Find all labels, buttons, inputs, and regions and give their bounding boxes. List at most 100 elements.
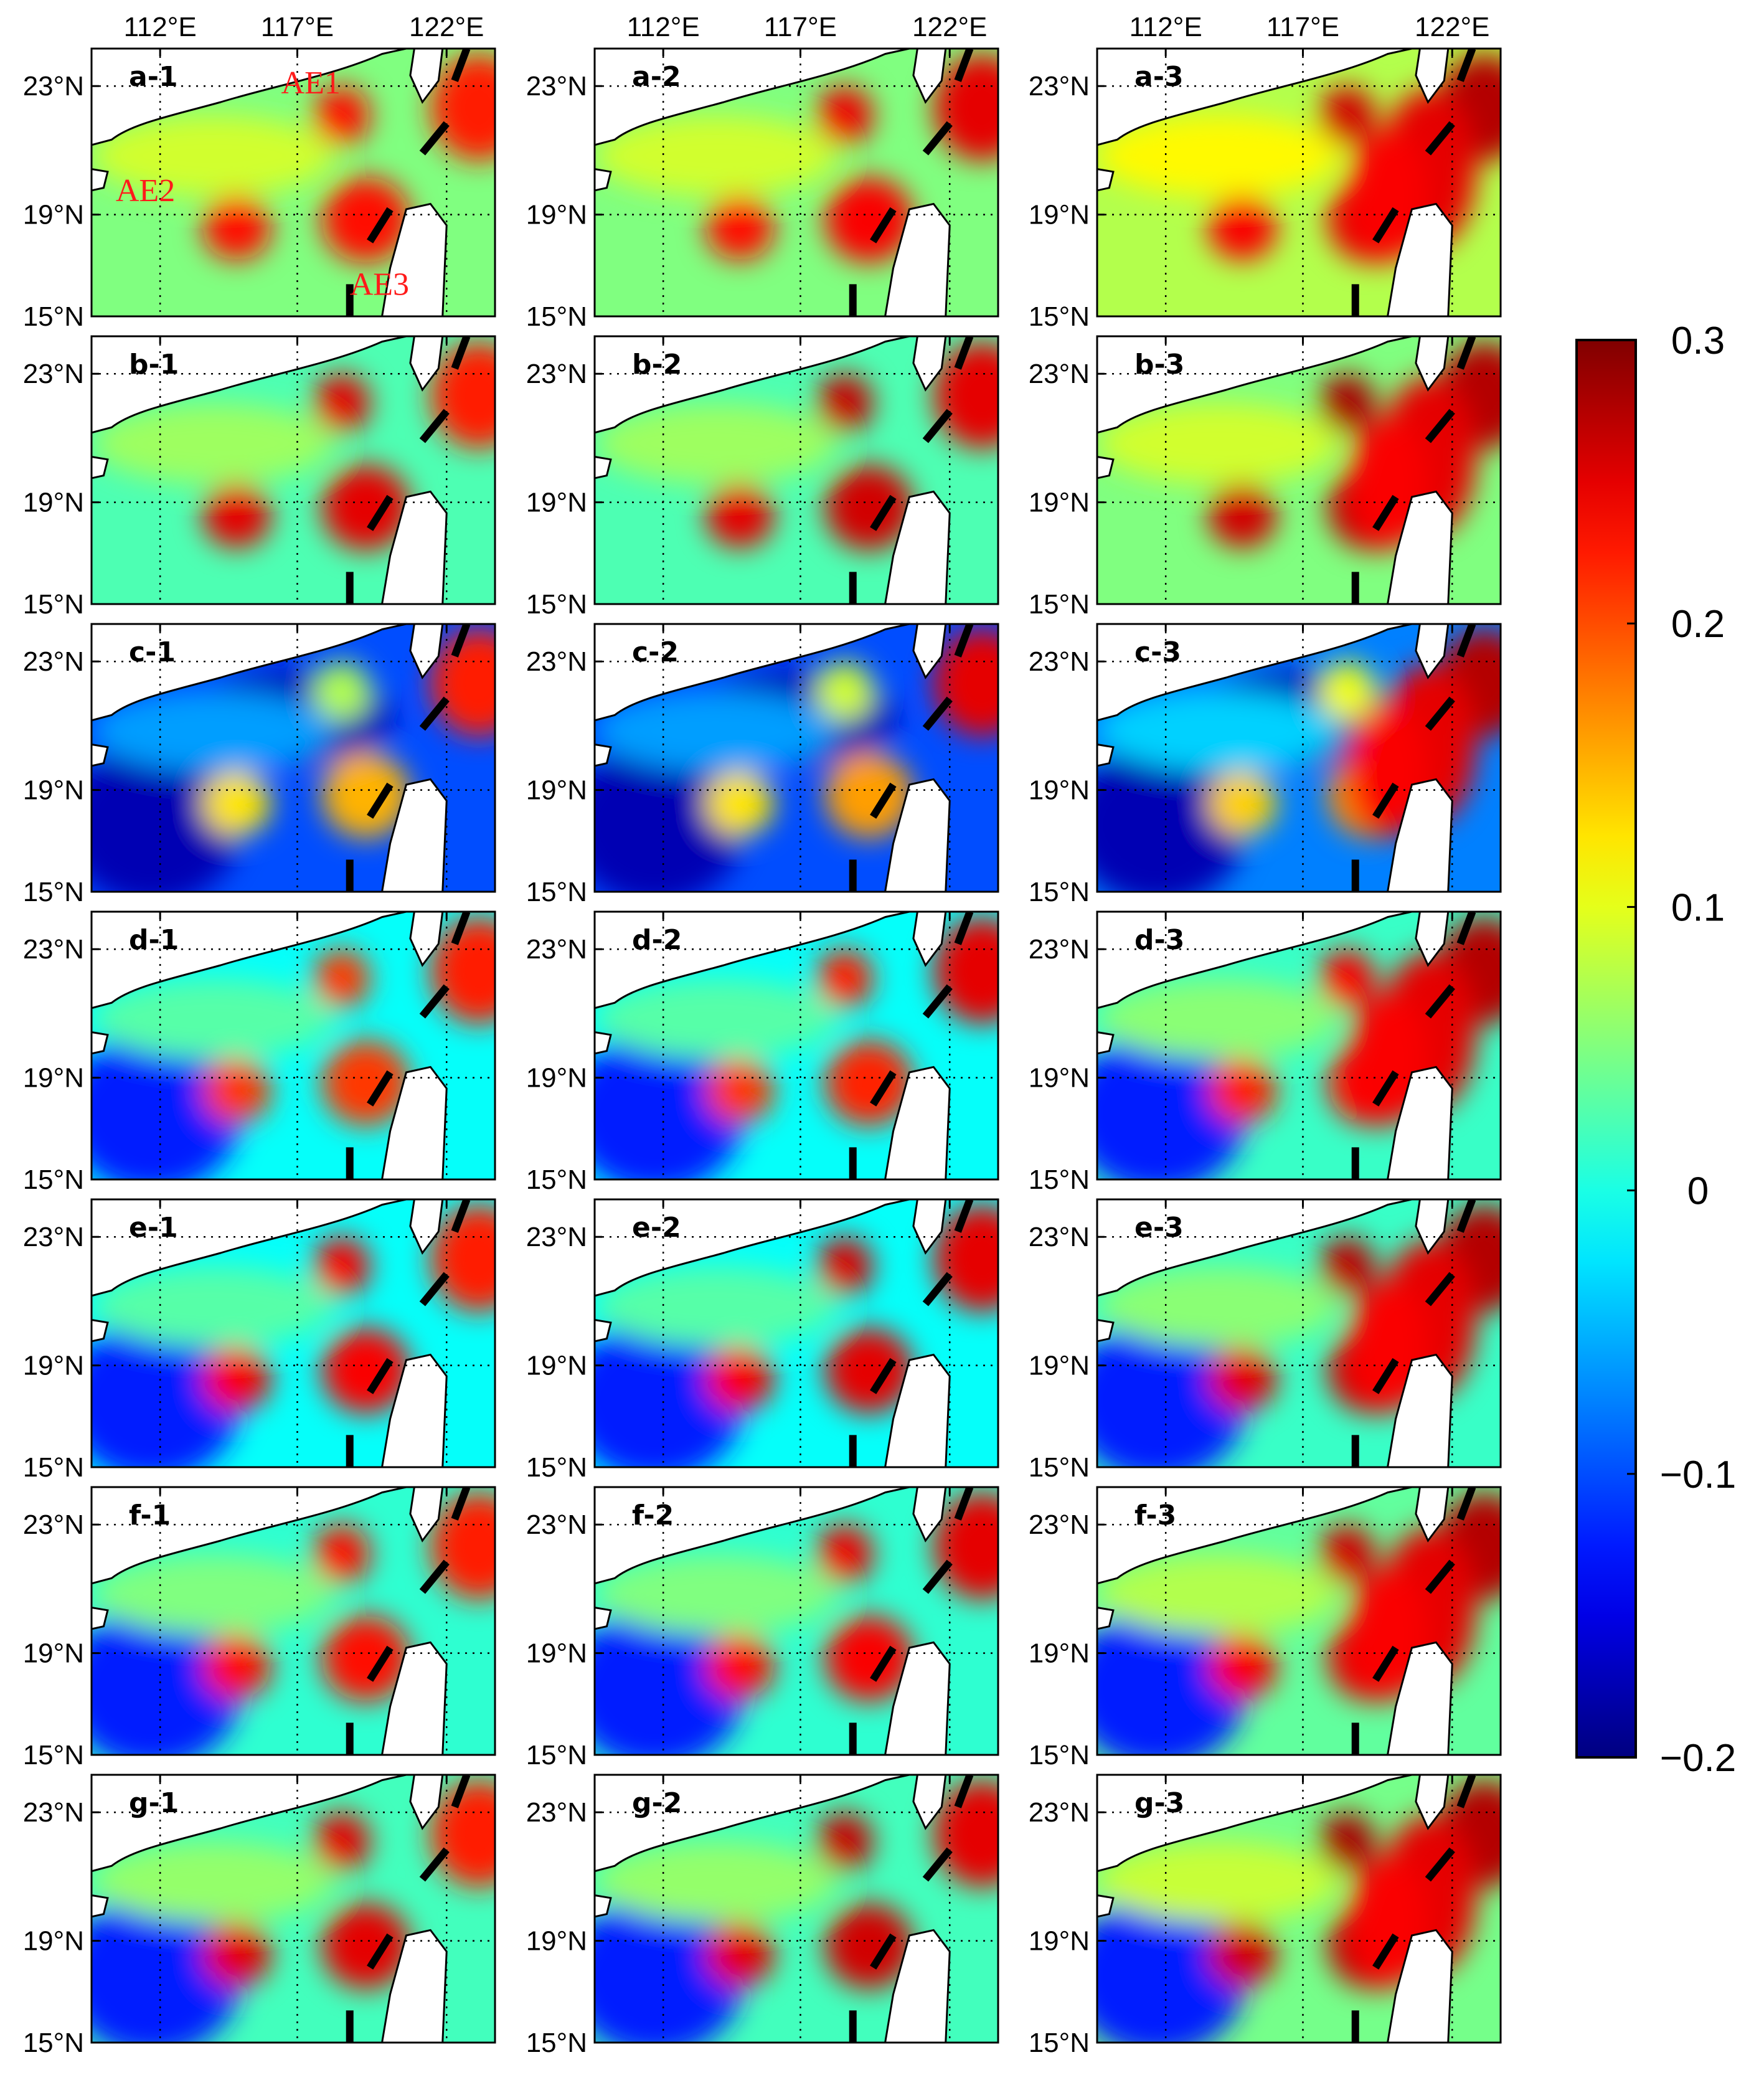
eddy-anomaly: [202, 1922, 271, 1987]
hainan-landmass: [595, 1894, 612, 1918]
map-panel-f-2: f-2: [593, 1486, 999, 1756]
hainan-landmass: [595, 1606, 612, 1630]
lat-tick-label: 19°N: [526, 1351, 587, 1381]
map-panel-c-3: c-3: [1096, 623, 1502, 893]
dashed-section-line: [367, 1358, 394, 1394]
lat-tick-label: 23°N: [526, 1222, 587, 1252]
dashed-section-line: [870, 494, 897, 531]
eddy-anomaly: [824, 752, 913, 838]
eddy-anomaly: [321, 1328, 410, 1414]
eddy-anomaly: [705, 1634, 775, 1699]
lat-tick-label: 23°N: [526, 1797, 587, 1828]
eddy-anomaly: [1208, 483, 1277, 548]
lat-tick-label: 15°N: [1029, 1740, 1090, 1770]
dashed-section-line: [870, 1358, 897, 1394]
lat-tick-label: 15°N: [1029, 589, 1090, 620]
taiwan-landmass: [912, 1199, 947, 1255]
eddy-anomaly: [313, 1237, 370, 1296]
colorbar-tick-label: 0.1: [1671, 886, 1725, 929]
lat-tick-label: 23°N: [1029, 646, 1090, 677]
lat-tick-label: 19°N: [23, 1638, 84, 1669]
dashed-section-line: [870, 782, 897, 819]
taiwan-landmass: [1415, 1487, 1450, 1543]
lon-tick-label: 117°E: [261, 12, 334, 42]
lat-tick-label: 19°N: [1029, 775, 1090, 806]
field-band: [1097, 978, 1339, 1059]
dashed-section-line: [419, 1272, 450, 1307]
colorbar-tick-label: −0.1: [1660, 1453, 1736, 1496]
eddy-anomaly: [933, 629, 998, 737]
dashed-section-line: [451, 1199, 471, 1233]
field-band: [92, 1554, 334, 1635]
field-band: [595, 1841, 837, 1922]
eddy-anomaly: [1319, 374, 1376, 433]
lat-tick-label: 15°N: [23, 589, 84, 620]
luzon-landmass: [1387, 778, 1453, 892]
panel-label: d-2: [632, 924, 682, 956]
eddy-anomaly: [321, 177, 410, 263]
map-panel-f-3: f-3: [1096, 1486, 1502, 1756]
lat-tick-label: 23°N: [23, 1510, 84, 1540]
taiwan-landmass: [912, 1775, 947, 1830]
china-landmass: [595, 1199, 910, 1297]
panel-label: b-2: [632, 349, 682, 380]
map-panel-c-2: c-2: [593, 623, 999, 893]
panel-label: e-3: [1134, 1212, 1184, 1244]
lat-tick-label: 15°N: [1029, 877, 1090, 907]
panel-frame: [593, 1198, 999, 1468]
hainan-landmass: [92, 455, 109, 480]
panel-label: g-1: [129, 1787, 179, 1819]
map-panel-d-1: d-1: [90, 910, 496, 1181]
china-landmass: [1097, 912, 1412, 1009]
map-panel-e-1: e-1: [90, 1198, 496, 1468]
eddy-anomaly: [430, 1492, 495, 1600]
lat-tick-label: 15°N: [1029, 1165, 1090, 1195]
lat-tick-label: 19°N: [526, 200, 587, 230]
panel-label: b-3: [1134, 349, 1184, 380]
eddy-anomaly: [202, 1634, 271, 1699]
dashed-section-line: [954, 1775, 974, 1808]
china-landmass: [92, 1775, 407, 1873]
panel-frame: [1096, 623, 1502, 893]
hainan-landmass: [595, 743, 612, 767]
dashed-section-line: [367, 494, 394, 531]
lon-tick-label: 112°E: [1130, 12, 1202, 42]
luzon-landmass: [1387, 1066, 1453, 1179]
china-landmass: [1097, 49, 1412, 146]
eddy-anomaly: [816, 1524, 874, 1584]
cold-region: [1097, 1607, 1247, 1755]
hainan-landmass: [92, 1606, 109, 1630]
eddy-anomaly: [933, 1492, 998, 1600]
eddy-anomaly: [816, 949, 874, 1008]
map-panel-b-2: b-2: [593, 335, 999, 605]
lon-tick-label: 122°E: [912, 12, 987, 42]
taiwan-landmass: [1415, 1775, 1450, 1830]
map-panel-g-3: g-3: [1096, 1774, 1502, 2044]
panel-frame: [90, 623, 496, 893]
dashed-section-line: [1456, 1199, 1476, 1233]
dashed-section-line: [1456, 336, 1476, 370]
cold-region: [595, 1032, 744, 1179]
colorbar-tick-label: 0.2: [1671, 603, 1725, 646]
cold-region: [595, 1320, 744, 1467]
lat-tick-label: 23°N: [23, 1797, 84, 1828]
panel-label: g-3: [1134, 1787, 1184, 1819]
eddy-anomaly: [933, 1780, 998, 1888]
lat-tick-label: 15°N: [526, 301, 587, 332]
lat-tick-label: 15°N: [1029, 1452, 1090, 1483]
dashed-section-line: [1372, 1070, 1399, 1107]
dashed-section-line: [1456, 1487, 1476, 1521]
lat-tick-label: 19°N: [1029, 1063, 1090, 1094]
panel-label: a-3: [1134, 61, 1184, 93]
dashed-section-line: [451, 624, 471, 658]
hainan-landmass: [1097, 455, 1115, 480]
eddy-anomaly: [313, 86, 370, 145]
taiwan-landmass: [1415, 1199, 1450, 1255]
field-band: [92, 1841, 334, 1922]
panel-label: e-2: [632, 1212, 681, 1244]
china-landmass: [595, 912, 910, 1009]
eddy-anomaly: [313, 949, 370, 1008]
lat-tick-label: 15°N: [526, 2028, 587, 2058]
taiwan-landmass: [912, 912, 947, 967]
